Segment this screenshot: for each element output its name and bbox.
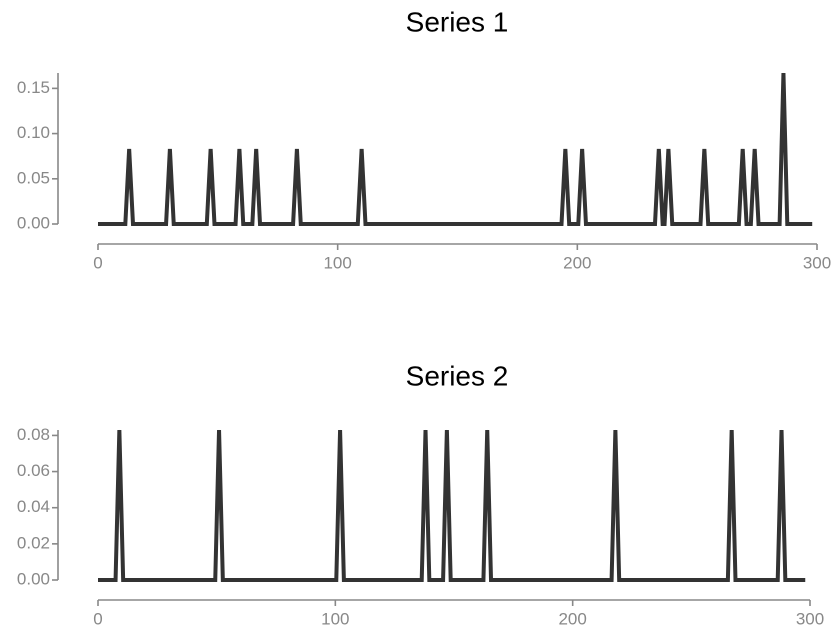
series-line [98, 429, 806, 582]
x-tick-label: 0 [93, 253, 102, 272]
y-tick-label: 0.05 [17, 168, 50, 187]
x-tick-label: 100 [321, 609, 349, 628]
y-tick-label: 0.00 [17, 213, 50, 232]
chart-title: Series 1 [406, 6, 509, 37]
y-tick-label: 0.10 [17, 123, 50, 142]
y-tick-label: 0.08 [17, 425, 50, 444]
y-tick-label: 0.04 [17, 497, 50, 516]
y-tick-label: 0.02 [17, 533, 50, 552]
x-tick-label: 300 [796, 609, 824, 628]
chart-panel-series-2: Series 2 0.00 0.02 0.04 0.06 0.08 0 100 200 300 [17, 360, 824, 628]
x-tick-label: 0 [93, 609, 102, 628]
chart-panel-series-1: Series 1 0.00 0.05 0.10 0.15 0 100 200 300 [17, 6, 831, 272]
y-tick-label: 0.06 [17, 461, 50, 480]
y-tick-label: 0.15 [17, 78, 50, 97]
x-tick-label: 100 [323, 253, 351, 272]
chart-title: Series 2 [406, 360, 509, 391]
y-tick-label: 0.00 [17, 569, 50, 588]
x-tick-label: 300 [803, 253, 831, 272]
x-tick-label: 200 [558, 609, 586, 628]
series-line [98, 72, 813, 226]
x-tick-label: 200 [563, 253, 591, 272]
